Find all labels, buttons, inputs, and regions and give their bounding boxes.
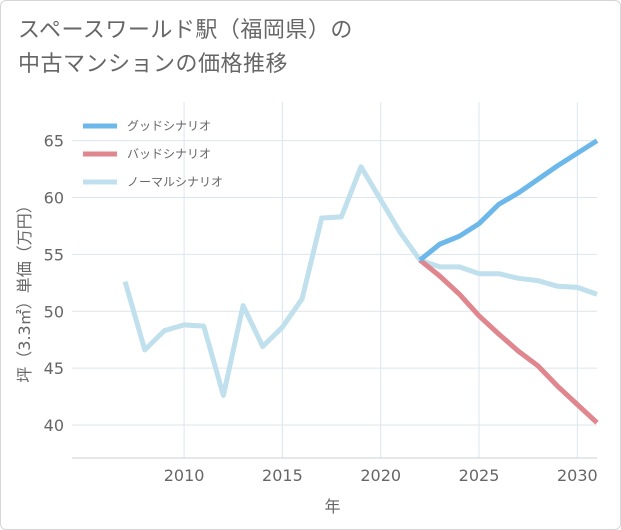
- y-tick-label-50: 50: [44, 302, 64, 321]
- series-line-0: [418, 138, 599, 263]
- series-line-2: [122, 164, 598, 398]
- legend-label-2: ノーマルシナリオ: [127, 175, 223, 189]
- y-tick-label-40: 40: [44, 416, 64, 435]
- x-tick-label-2010: 2010: [164, 466, 205, 485]
- series-lines: [122, 138, 599, 425]
- series-line-1: [418, 258, 599, 425]
- chart-title-line-2: 中古マンションの価格推移: [18, 52, 289, 77]
- x-tick-labels: 2010 2015 2020 2025 2030: [164, 466, 598, 485]
- legend-label-1: バッドシナリオ: [127, 147, 211, 161]
- chart-title: スペースワールド駅（福岡県）の 中古マンションの価格推移: [18, 14, 353, 82]
- y-tick-label-65: 65: [44, 132, 64, 151]
- y-tick-label-45: 45: [44, 359, 64, 378]
- x-axis-label: 年: [324, 497, 340, 516]
- y-tick-labels: 40 45 50 55 60 65: [44, 132, 64, 435]
- chart-title-line-1: スペースワールド駅（福岡県）の: [18, 18, 353, 43]
- legend-label-0: グッドシナリオ: [127, 119, 211, 133]
- x-tick-label-2015: 2015: [262, 466, 303, 485]
- x-tick-label-2030: 2030: [557, 466, 598, 485]
- x-tick-label-2020: 2020: [360, 466, 401, 485]
- y-tick-label-60: 60: [44, 189, 64, 208]
- y-axis-label: 坪（3.3㎡）単価（万円）: [15, 197, 34, 382]
- y-tick-label-55: 55: [44, 245, 64, 264]
- x-tick-label-2025: 2025: [459, 466, 500, 485]
